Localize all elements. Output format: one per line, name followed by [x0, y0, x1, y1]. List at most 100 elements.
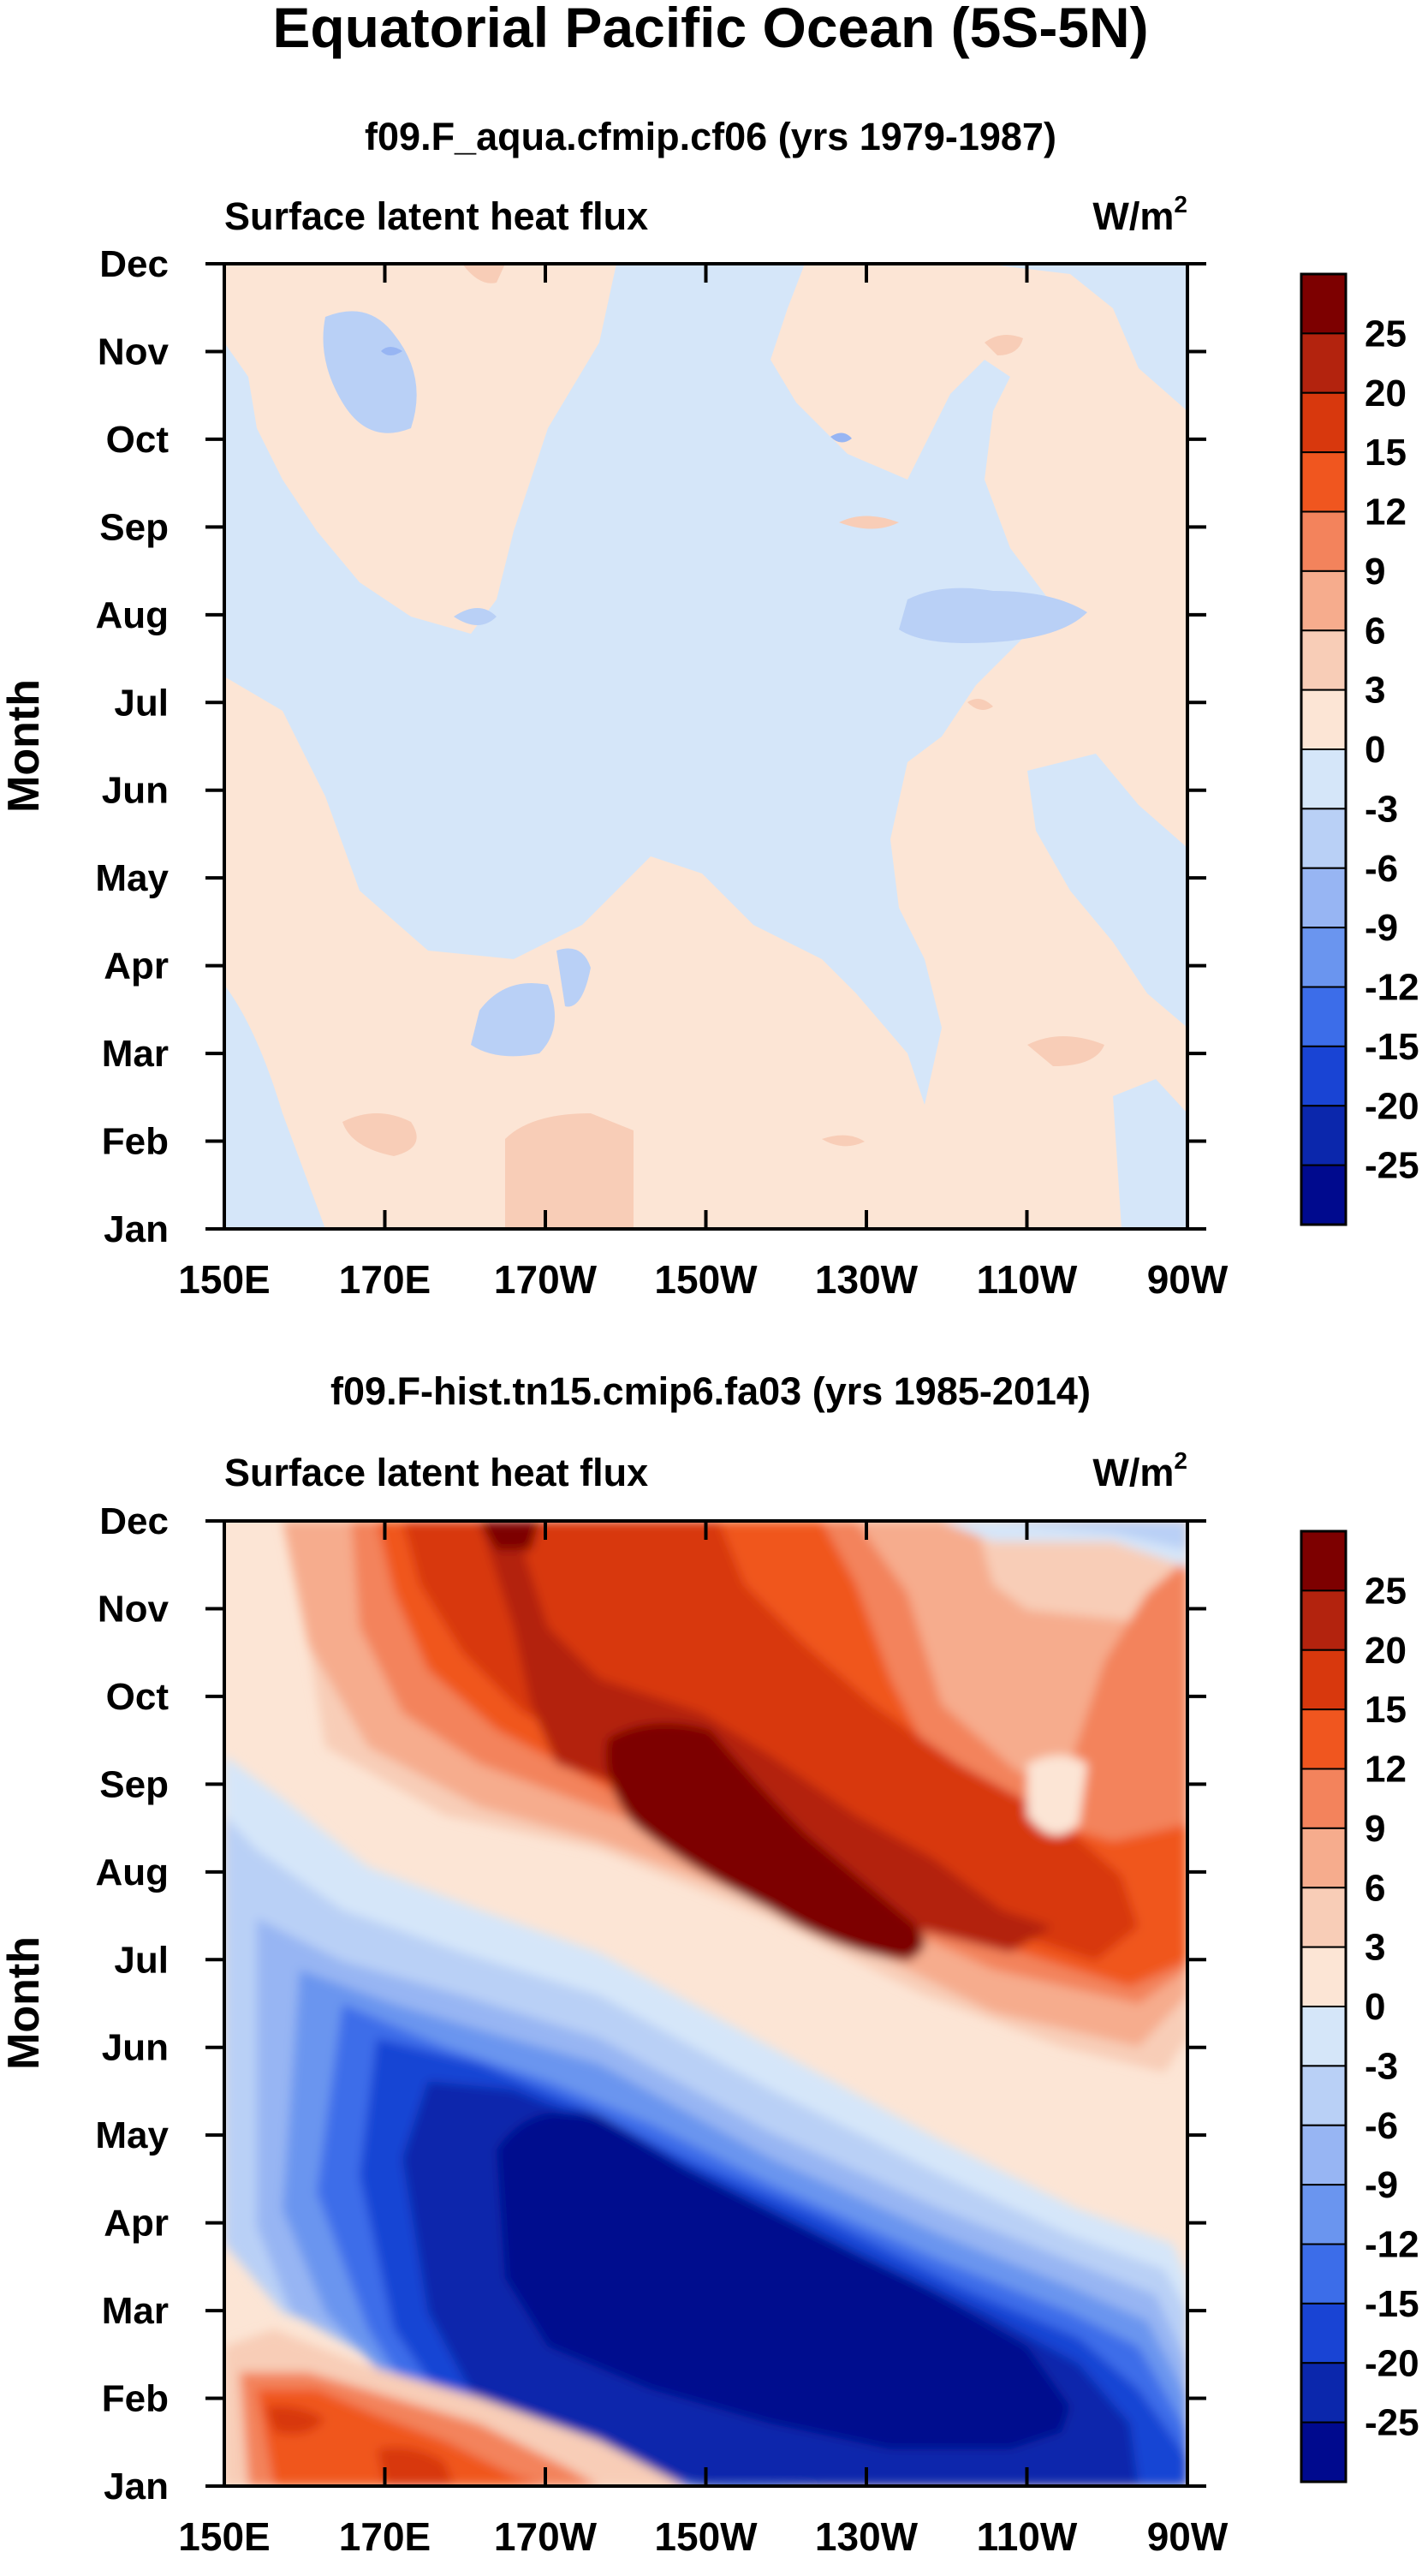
y-tick-label: Sep [99, 1763, 169, 1805]
colorbar-swatch [1300, 1946, 1347, 2007]
colorbar-swatch [1300, 2006, 1347, 2067]
panel-1-units: W/m2 [1092, 191, 1187, 238]
colorbar-level-label: 20 [1365, 373, 1407, 414]
colorbar-level-label: 12 [1365, 1749, 1407, 1791]
y-tick-label: Apr [104, 2203, 169, 2245]
panel-2-units: W/m2 [1092, 1447, 1187, 1494]
colorbar-level-label: 3 [1365, 1927, 1385, 1969]
panel-2-x-axis: 150E 170E 170W 150W 130W 110W 90W [178, 1521, 1229, 2559]
colorbar-swatch [1300, 1530, 1347, 1592]
y-tick-label: Jul [114, 682, 169, 724]
colorbar-swatch [1300, 1708, 1347, 1770]
colorbar-level-label: 6 [1365, 610, 1385, 652]
x-tick-label: 170W [494, 2514, 598, 2559]
figure-title: Equatorial Pacific Ocean (5S-5N) [272, 0, 1148, 59]
y-tick-label: Jan [104, 1208, 169, 1250]
y-tick-label: Oct [106, 1676, 170, 1718]
colorbar-level-label: 9 [1365, 1808, 1385, 1850]
y-tick-label: Oct [106, 419, 170, 461]
x-tick-label: 150E [178, 1257, 270, 1302]
y-tick-label: Sep [99, 506, 169, 548]
panel-1-variable-label: Surface latent heat flux [224, 194, 648, 238]
panel-1-y-axis-title: Month [0, 679, 49, 813]
y-tick-label: Nov [98, 331, 170, 373]
colorbar-swatch [1300, 927, 1347, 988]
colorbar-swatch [1300, 1649, 1347, 1711]
colorbar-swatch [1300, 391, 1347, 454]
colorbar-swatch [1300, 689, 1347, 750]
x-tick-label: 90W [1147, 1257, 1229, 1302]
y-tick-label: May [95, 857, 169, 899]
y-tick-label: Dec [99, 243, 169, 285]
colorbar-level-label: -20 [1365, 2342, 1419, 2384]
colorbar-swatch [1300, 1164, 1347, 1225]
y-tick-label: Jul [114, 1939, 169, 1981]
colorbar-level-label: 25 [1365, 1570, 1407, 1612]
colorbar-level-label: 15 [1365, 432, 1407, 474]
y-tick-label: Nov [98, 1588, 170, 1630]
panel-1-contour-field [224, 264, 1187, 1229]
panel-2-y-axis: Jan Feb Mar Apr May Jun Jul Aug Sep Oct Nov Dec [95, 1500, 1206, 2507]
colorbar-swatch [1300, 1589, 1347, 1651]
x-tick-label: 150W [654, 1257, 758, 1302]
panel-1-x-axis: 150E 170E 170W 150W 130W 110W 90W [178, 264, 1229, 1302]
x-tick-label: 170E [339, 1257, 431, 1302]
colorbar-level-label: 12 [1365, 492, 1407, 534]
colorbar-level-label: -9 [1365, 2164, 1398, 2206]
colorbar-swatch [1300, 2184, 1347, 2245]
y-tick-label: Dec [99, 1500, 169, 1542]
colorbar-swatch [1300, 1887, 1347, 1948]
colorbar-swatch [1300, 986, 1347, 1047]
colorbar-swatch [1300, 748, 1347, 810]
colorbar-swatch [1300, 2243, 1347, 2305]
colorbar-level-label: -20 [1365, 1085, 1419, 1127]
colorbar-swatch [1300, 2065, 1347, 2126]
panel-2-title: f09.F-hist.tn15.cmip6.fa03 (yrs 1985-201… [330, 1369, 1091, 1413]
colorbar-level-label: -12 [1365, 2224, 1419, 2266]
colorbar-level-label: -6 [1365, 2105, 1398, 2147]
colorbar-level-label: 20 [1365, 1630, 1407, 1672]
panel-2-colorbar: 25 20 15 12 9 6 3 0 -3 -6 -9 -12 -15 -20 -25 [1300, 1530, 1419, 2484]
x-tick-label: 130W [815, 1257, 919, 1302]
panel-1-colorbar: 25 20 15 12 9 6 3 0 -3 -6 -9 -12 -15 -20 -25 [1300, 272, 1419, 1226]
colorbar-swatch [1300, 2421, 1347, 2483]
y-tick-label: Mar [102, 2290, 169, 2332]
colorbar-level-label: 0 [1365, 1986, 1385, 2028]
x-tick-label: 110W [977, 2514, 1078, 2559]
x-tick-label: 130W [815, 2514, 919, 2559]
colorbar-level-label: -15 [1365, 2283, 1419, 2325]
colorbar-level-label: 15 [1365, 1689, 1407, 1731]
y-tick-label: Aug [95, 1852, 169, 1893]
colorbar-swatch [1300, 569, 1347, 632]
colorbar-swatch [1300, 2302, 1347, 2364]
colorbar-level-label: 6 [1365, 1867, 1385, 1909]
y-tick-label: Jun [102, 2027, 169, 2069]
x-tick-label: 170W [494, 1257, 598, 1302]
colorbar-swatch [1300, 867, 1347, 929]
colorbar-swatch [1300, 332, 1347, 394]
colorbar-swatch [1300, 629, 1347, 691]
y-tick-label: Jun [102, 770, 169, 812]
colorbar-swatch [1300, 1768, 1347, 1829]
colorbar-level-label: -9 [1365, 907, 1398, 949]
colorbar-swatch [1300, 1827, 1347, 1889]
y-tick-label: Feb [102, 2378, 169, 2420]
panel-2: f09.F-hist.tn15.cmip6.fa03 (yrs 1985-201… [0, 1369, 1419, 2559]
colorbar-level-label: 3 [1365, 670, 1385, 712]
panel-2-y-axis-title: Month [0, 1936, 49, 2070]
panel-1-title: f09.F_aqua.cfmip.cf06 (yrs 1979-1987) [365, 115, 1056, 158]
colorbar-level-label: -25 [1365, 2402, 1419, 2444]
colorbar-level-label: -3 [1365, 788, 1398, 830]
y-tick-label: May [95, 2114, 169, 2156]
x-tick-label: 150E [178, 2514, 270, 2559]
panel-2-variable-label: Surface latent heat flux [224, 1451, 648, 1494]
colorbar-level-label: 0 [1365, 729, 1385, 771]
colorbar-swatch [1300, 273, 1347, 335]
y-tick-label: Mar [102, 1033, 169, 1075]
x-tick-label: 150W [654, 2514, 758, 2559]
x-tick-label: 110W [977, 1257, 1078, 1302]
colorbar-level-label: -12 [1365, 967, 1419, 1009]
colorbar-swatch [1300, 2124, 1347, 2186]
colorbar-frame [1300, 272, 1348, 1226]
panel-2-contour-field [224, 1521, 1187, 2486]
